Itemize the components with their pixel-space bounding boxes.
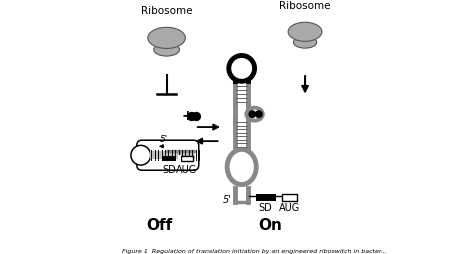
Ellipse shape [148, 27, 185, 49]
Text: Off: Off [146, 218, 173, 233]
Bar [182, 156, 192, 161]
Text: AUG: AUG [279, 203, 300, 213]
Text: On: On [258, 218, 282, 233]
Text: 5': 5' [160, 135, 168, 144]
Circle shape [248, 110, 256, 118]
Circle shape [191, 112, 201, 121]
Text: 5': 5' [223, 195, 232, 205]
Bar [150, 151, 195, 159]
FancyBboxPatch shape [137, 140, 199, 170]
Text: AUG: AUG [176, 165, 198, 174]
Circle shape [131, 145, 151, 165]
Ellipse shape [246, 108, 263, 121]
Text: SD: SD [162, 165, 176, 174]
Circle shape [255, 110, 263, 118]
Circle shape [229, 55, 255, 81]
Ellipse shape [293, 37, 317, 48]
Text: SD: SD [259, 203, 273, 213]
Bar [162, 156, 176, 161]
Text: Ribosome: Ribosome [141, 6, 192, 15]
Ellipse shape [154, 43, 180, 56]
Bar [178, 155, 181, 162]
Ellipse shape [227, 149, 256, 185]
Bar [282, 194, 297, 200]
Text: +: + [182, 109, 193, 123]
Circle shape [187, 112, 196, 121]
Bar [256, 194, 276, 200]
Text: Figure 1  Regulation of translation initiation by an engineered riboswitch in ba: Figure 1 Regulation of translation initi… [122, 249, 387, 254]
Ellipse shape [288, 22, 322, 41]
Text: Ribosome: Ribosome [279, 1, 331, 11]
